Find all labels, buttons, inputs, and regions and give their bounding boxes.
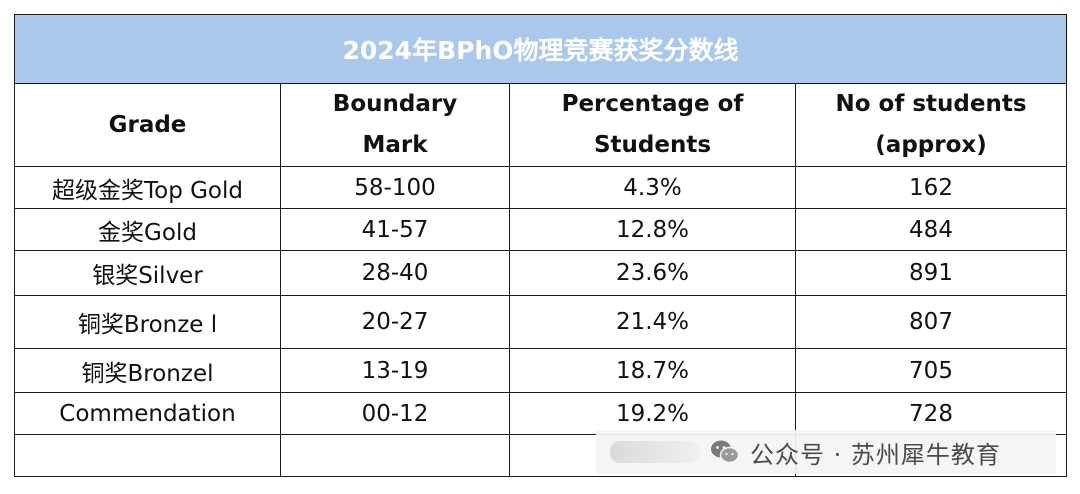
- cell-grade: 金奖Gold: [14, 208, 281, 251]
- table-title: 2024年BPhO物理竞赛获奖分数线: [13, 14, 1068, 84]
- cell-percentage: 12.8%: [509, 208, 796, 251]
- cell-percentage: 23.6%: [509, 250, 796, 296]
- cell-mark: 00-12: [280, 392, 510, 435]
- header-grade: Grade: [14, 83, 281, 167]
- table-header-row: Grade Boundary Mark Percentage of Students…: [14, 83, 1068, 167]
- cell-students: 891: [794, 250, 1068, 296]
- cell-grade: [14, 434, 281, 477]
- blurred-text: [610, 441, 700, 463]
- cell-percentage: 18.7%: [509, 348, 796, 393]
- cell-mark: [280, 434, 510, 477]
- cell-grade: 超级金奖Top Gold: [14, 166, 281, 209]
- score-table-container: 2024年BPhO物理竞赛获奖分数线 Grade Boundary Mark Pe…: [13, 14, 1068, 480]
- watermark-text: 公众号 · 苏州犀牛教育: [750, 440, 1001, 469]
- table-row: Commendation 00-12 19.2% 728: [14, 392, 1068, 435]
- table-row: 超级金奖Top Gold 58-100 4.3% 162: [14, 166, 1068, 209]
- cell-mark: 28-40: [280, 250, 510, 296]
- header-boundary-mark: Boundary Mark: [280, 83, 510, 167]
- table-row: 金奖Gold 41-57 12.8% 484: [14, 208, 1068, 251]
- score-boundary-table: 2024年BPhO物理竞赛获奖分数线 Grade Boundary Mark Pe…: [13, 14, 1068, 477]
- table-row: 铜奖Bronze l 20-27 21.4% 807: [14, 295, 1068, 349]
- table-title-row: 2024年BPhO物理竞赛获奖分数线: [13, 14, 1068, 84]
- cell-percentage: 19.2%: [509, 392, 796, 435]
- cell-grade: 银奖Silver: [14, 250, 281, 296]
- cell-students: 807: [794, 295, 1068, 349]
- header-percentage: Percentage of Students: [509, 83, 796, 167]
- header-students: No of students (approx): [794, 83, 1068, 167]
- cell-grade: 铜奖Bronze l: [14, 295, 281, 349]
- cell-grade: 铜奖Bronzel: [14, 348, 281, 393]
- cell-mark: 41-57: [280, 208, 510, 251]
- wechat-icon: [708, 435, 742, 469]
- cell-grade: Commendation: [14, 392, 281, 435]
- cell-students: 705: [794, 348, 1068, 393]
- watermark: 公众号 · 苏州犀牛教育: [596, 430, 1056, 474]
- cell-students: 162: [794, 166, 1068, 209]
- cell-percentage: 4.3%: [509, 166, 796, 209]
- cell-students: 484: [794, 208, 1068, 251]
- table-row: 铜奖Bronzel 13-19 18.7% 705: [14, 348, 1068, 393]
- cell-students: 728: [794, 392, 1068, 435]
- cell-mark: 20-27: [280, 295, 510, 349]
- cell-mark: 13-19: [280, 348, 510, 393]
- cell-mark: 58-100: [280, 166, 510, 209]
- cell-percentage: 21.4%: [509, 295, 796, 349]
- table-row: 银奖Silver 28-40 23.6% 891: [14, 250, 1068, 296]
